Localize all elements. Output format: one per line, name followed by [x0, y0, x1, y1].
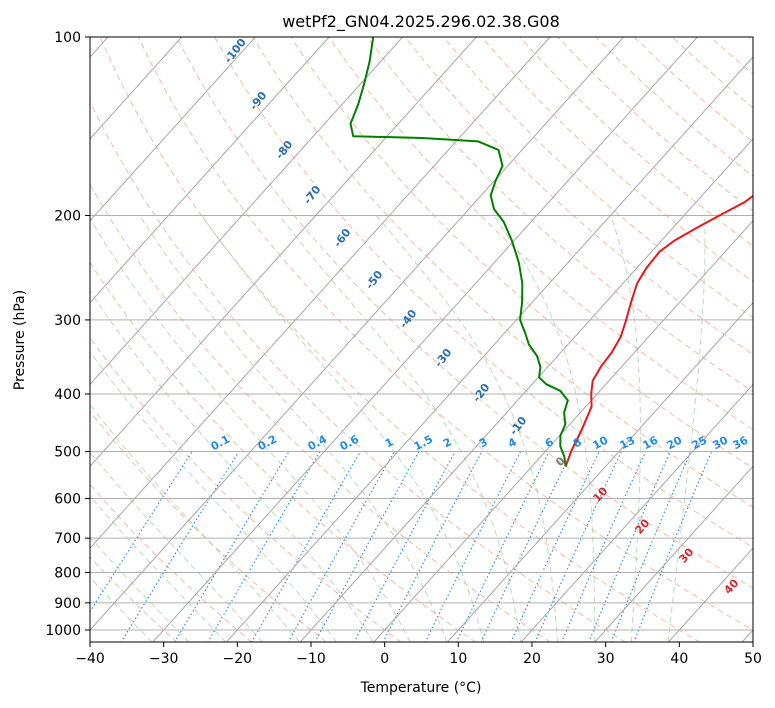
- isotherm-gridline: [90, 37, 404, 386]
- y-tick-label: 300: [54, 313, 81, 329]
- mixing-ratio-line: [287, 451, 395, 642]
- chart-title: wetPf2_GN04.2025.296.02.38.G08: [282, 12, 560, 32]
- x-tick-label: −30: [149, 651, 179, 667]
- y-tick-label: 700: [54, 531, 81, 547]
- isotherm-gridline: [594, 465, 753, 642]
- moist-adiabat-line: [90, 495, 227, 642]
- mixing-ratio-line: [561, 451, 647, 642]
- moist-adiabat-line: [90, 350, 337, 642]
- isotherm-gridline: [446, 301, 753, 642]
- y-tick-label: 800: [54, 566, 81, 582]
- x-tick-label: 20: [523, 651, 541, 667]
- moist-adiabat-line: [90, 451, 264, 642]
- mixing-ratio-line: [90, 451, 193, 613]
- moist-adiabat-line: [278, 215, 522, 642]
- dry-adiabat-line: [404, 37, 753, 355]
- moist-adiabat-line: [90, 217, 411, 642]
- dry-adiabat-line: [90, 483, 253, 642]
- moist-adiabat-line: [90, 536, 190, 642]
- dry-adiabat-line: [137, 37, 753, 631]
- x-tick-label: 50: [744, 651, 762, 667]
- dry-adiabat-line: [90, 261, 477, 642]
- mixing-ratio-line: [314, 451, 420, 642]
- isotherm-gridline: [90, 37, 330, 304]
- x-tick-label: 40: [670, 651, 688, 667]
- dewpoint-profile-line: [349, 37, 569, 467]
- mixing-ratio-line: [610, 451, 692, 642]
- dry-adiabat-line: [90, 410, 327, 642]
- x-tick-label: 10: [449, 651, 467, 667]
- mixing-ratio-line: [424, 451, 522, 642]
- dry-adiabat-line: [366, 37, 753, 393]
- x-tick-label: 30: [597, 651, 615, 667]
- x-tick-label: 0: [380, 651, 389, 667]
- moist-adiabat-line: [667, 215, 706, 642]
- isotherm-gridline: [299, 138, 753, 642]
- plot-frame: [89, 36, 754, 643]
- y-tick-label: 500: [54, 444, 81, 460]
- y-tick-label: 600: [54, 491, 81, 507]
- x-tick-label: −20: [223, 651, 253, 667]
- mixing-ratio-label: 10: [591, 433, 611, 452]
- moist-adiabat-line: [90, 289, 374, 642]
- isotherm-gridline: [520, 383, 753, 642]
- mixing-ratio-label: 16: [641, 433, 661, 452]
- y-tick-label: 900: [54, 596, 81, 612]
- y-tick-label: 1000: [45, 623, 81, 639]
- x-axis-title: Temperature (°C): [360, 680, 482, 696]
- dry-adiabat-line: [443, 37, 753, 319]
- y-tick-label: 400: [54, 387, 81, 403]
- x-tick-label: −40: [75, 651, 105, 667]
- moist-adiabat-line: [90, 576, 153, 642]
- isotherm-gridline: [90, 37, 256, 222]
- isotherm-gridline: [90, 37, 183, 140]
- moist-adiabat-line: [493, 215, 595, 642]
- isotherm-gridline: [225, 56, 753, 642]
- mixing-ratio-line: [455, 451, 550, 642]
- x-tick-label: −10: [296, 651, 326, 667]
- temperature-profile-line: [564, 194, 753, 467]
- dry-adiabat-line: [90, 183, 552, 642]
- moist-adiabat-line: [610, 215, 641, 642]
- mixing-ratio-line: [174, 451, 290, 642]
- y-tick-label: 200: [54, 209, 81, 225]
- moist-adiabat-line: [90, 403, 300, 642]
- mixing-ratio-line: [353, 451, 456, 642]
- dry-adiabat-line: [99, 37, 701, 642]
- isotherm-gridline: [90, 37, 625, 631]
- mixing-ratio-label: 30: [711, 433, 731, 452]
- mixing-ratio-line: [588, 451, 671, 642]
- moist-adiabat-line: [376, 215, 558, 642]
- y-axis-title: Pressure (hPa): [12, 290, 28, 390]
- isotherm-gridline: [90, 37, 551, 549]
- moist-adiabat-line: [201, 215, 485, 642]
- mixing-ratio-label: 36: [731, 433, 751, 452]
- mixing-ratio-label: 20: [665, 433, 685, 452]
- isotherm-gridline: [373, 219, 753, 642]
- isotherm-gridline: [152, 37, 698, 642]
- y-tick-label: 100: [54, 30, 81, 46]
- moist-adiabat-line: [139, 215, 448, 642]
- dry-adiabat-line: [90, 556, 178, 642]
- mixing-ratio-label: 25: [690, 434, 710, 453]
- mixing-ratio-label: 13: [618, 434, 638, 453]
